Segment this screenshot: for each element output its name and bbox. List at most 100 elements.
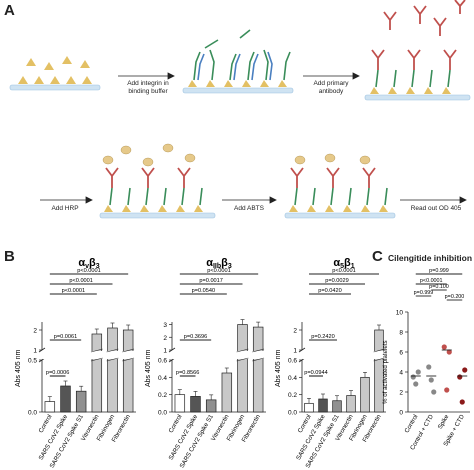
y-tick-label: 1 bbox=[163, 348, 167, 355]
p-value-label: p=0.0540 bbox=[192, 288, 216, 294]
y-tick-label: 0.2 bbox=[288, 392, 297, 399]
y-axis-label: % of activated platelets bbox=[382, 340, 389, 404]
chart-title: αIIbβ3 bbox=[206, 257, 232, 270]
bar bbox=[318, 398, 328, 413]
step-label-4: Add ABTS bbox=[234, 205, 264, 212]
p-value-label: p=0.100 bbox=[429, 284, 449, 290]
x-tick-label: Control bbox=[168, 414, 184, 435]
p-value-label: p=0.2420 bbox=[311, 334, 335, 340]
bar bbox=[205, 399, 217, 413]
plate-2 bbox=[182, 29, 294, 94]
bar bbox=[237, 324, 248, 413]
data-point bbox=[413, 381, 419, 387]
p-value-label: p=0.0061 bbox=[54, 334, 78, 340]
p-value-label: p=0.0944 bbox=[304, 370, 328, 376]
bar bbox=[221, 372, 233, 413]
y-tick-label: 2 bbox=[293, 328, 297, 335]
plate-1 bbox=[9, 56, 101, 91]
data-point bbox=[410, 374, 416, 380]
y-tick-label: 6 bbox=[399, 350, 403, 357]
bar-break-mark bbox=[236, 357, 249, 362]
data-point bbox=[459, 399, 465, 405]
plate-4 bbox=[99, 143, 216, 219]
data-point bbox=[428, 377, 434, 383]
p-value-label: p=0.0029 bbox=[325, 278, 349, 284]
plate-5 bbox=[284, 153, 396, 219]
x-tick-label: Spike bbox=[437, 413, 451, 430]
y-tick-label: 0.2 bbox=[158, 392, 167, 399]
y-tick-label: 2 bbox=[33, 328, 37, 335]
chart-cilengitide: % of activated platelets0246810ControlCo… bbox=[382, 268, 470, 451]
bar bbox=[122, 329, 134, 413]
panel-a-letter: A bbox=[4, 2, 15, 19]
y-tick-label: 0.4 bbox=[288, 375, 297, 382]
p-value-label: p<0.0001 bbox=[332, 268, 356, 274]
step-label-3: Add HRP bbox=[51, 205, 79, 212]
p-value-label: p<0.0001 bbox=[62, 288, 86, 294]
p-value-label: p=0.8566 bbox=[176, 370, 200, 376]
x-tick-label: Control bbox=[38, 414, 54, 435]
p-value-label: p<0.0001 bbox=[420, 278, 443, 284]
y-tick-label: 3 bbox=[163, 322, 167, 329]
p-value-label: p=0.0006 bbox=[46, 370, 70, 376]
plate-3 bbox=[364, 0, 471, 101]
data-point bbox=[426, 364, 432, 370]
axis-break-gap bbox=[43, 351, 137, 359]
panel-a-schematic bbox=[9, 0, 471, 219]
panel-c-letter: C bbox=[372, 248, 383, 265]
p-value-label: p=0.0420 bbox=[318, 288, 342, 294]
y-tick-label: 8 bbox=[399, 330, 403, 337]
bar-break-mark bbox=[122, 348, 135, 353]
p-value-label: p=0.0017 bbox=[199, 278, 223, 284]
panel-b-letter: B bbox=[4, 248, 15, 265]
bar-break-mark bbox=[373, 348, 385, 353]
y-tick-label: 0.6 bbox=[158, 358, 167, 365]
y-axis-label: Abs 405 nm bbox=[145, 349, 152, 387]
y-axis-label: Abs 405 nm bbox=[275, 349, 282, 387]
y-tick-label: 0.0 bbox=[28, 410, 37, 417]
bar-break-mark bbox=[90, 357, 103, 362]
y-tick-label: 1 bbox=[293, 348, 297, 355]
axis-break-gap bbox=[303, 351, 387, 359]
data-point bbox=[431, 389, 437, 395]
y-tick-label: 0.4 bbox=[158, 375, 167, 382]
bar-break-mark bbox=[252, 357, 265, 362]
data-point bbox=[446, 349, 452, 355]
bar-break-mark bbox=[106, 357, 119, 362]
y-tick-label: 2 bbox=[399, 390, 403, 397]
bar bbox=[44, 401, 56, 413]
bar bbox=[107, 327, 118, 413]
step-label-1: Add integrin in binding buffer bbox=[127, 80, 169, 95]
data-point bbox=[457, 374, 463, 380]
bar-break-mark bbox=[90, 348, 103, 353]
y-tick-label: 4 bbox=[399, 370, 403, 377]
data-point bbox=[462, 367, 468, 373]
p-value-label: p=0.999 bbox=[429, 268, 449, 274]
y-axis-label: Abs 405 nm bbox=[15, 349, 22, 387]
step-label-5: Read out OD 405 bbox=[410, 205, 462, 212]
bar bbox=[252, 326, 264, 413]
bar bbox=[174, 394, 186, 413]
bar bbox=[304, 402, 314, 413]
bar-break-mark bbox=[373, 357, 385, 362]
x-tick-label: Control bbox=[403, 414, 419, 435]
p-value-label: p=0.200 bbox=[445, 294, 465, 300]
chart-title: αvβ3 bbox=[78, 257, 99, 270]
bar bbox=[332, 400, 342, 413]
bar bbox=[91, 333, 103, 413]
y-tick-label: 0.0 bbox=[158, 410, 167, 417]
bar bbox=[60, 385, 71, 413]
y-tick-label: 0 bbox=[399, 410, 403, 417]
panel-c-title: Cilengitide inhibition bbox=[388, 253, 473, 263]
data-point bbox=[415, 369, 421, 375]
bar-break-mark bbox=[122, 357, 135, 362]
y-tick-label: 0.6 bbox=[288, 358, 297, 365]
y-tick-label: 10 bbox=[396, 310, 404, 317]
bar-break-mark bbox=[236, 348, 249, 353]
chart-title: α5β1 bbox=[333, 257, 354, 270]
bar-break-mark bbox=[106, 348, 119, 353]
p-value-label: p=0.3696 bbox=[184, 334, 208, 340]
p-value-label: p<0.0001 bbox=[207, 268, 231, 274]
